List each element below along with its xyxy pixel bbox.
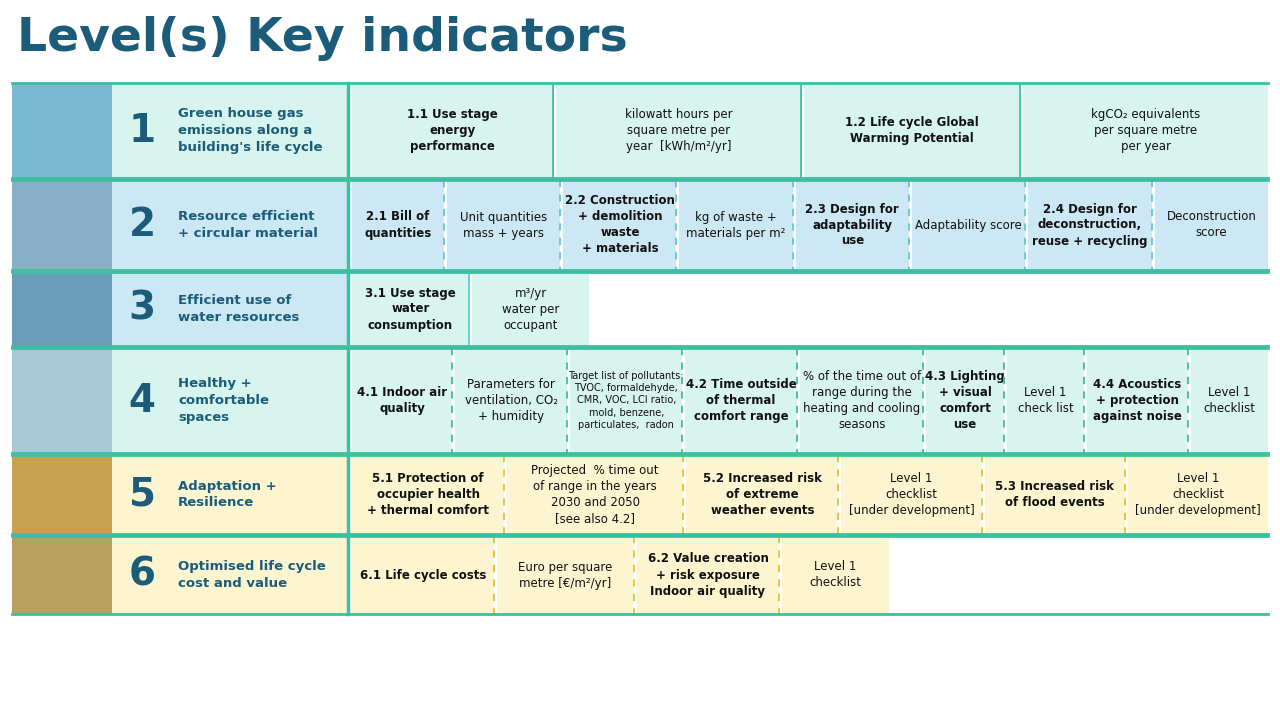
Bar [1023, 83, 1268, 178]
Bar [686, 455, 838, 534]
Text: 4.3 Lighting
+ visual
comfort
use: 4.3 Lighting + visual comfort use [925, 370, 1005, 431]
Text: 6: 6 [128, 556, 155, 594]
Bar [352, 536, 494, 614]
Bar [1028, 180, 1152, 270]
Bar [172, 455, 347, 534]
Text: 1: 1 [128, 112, 156, 150]
Text: Deconstruction
score: Deconstruction score [1166, 210, 1257, 240]
Bar [113, 536, 172, 614]
Bar [12, 272, 113, 346]
Bar [680, 180, 792, 270]
Bar [796, 180, 909, 270]
Bar [1155, 180, 1268, 270]
Text: Optimised life cycle
cost and value: Optimised life cycle cost and value [178, 560, 325, 590]
Bar [800, 348, 923, 453]
Bar [1128, 455, 1268, 534]
Bar [456, 348, 567, 453]
Bar [172, 180, 347, 270]
Bar [1190, 348, 1268, 453]
Text: Level 1
checklist
[under development]: Level 1 checklist [under development] [849, 472, 974, 517]
Bar [841, 455, 982, 534]
Text: Efficient use of
water resources: Efficient use of water resources [178, 294, 300, 324]
Bar [507, 455, 684, 534]
Bar [804, 83, 1020, 178]
Text: 2.1 Bill of
quantities: 2.1 Bill of quantities [365, 210, 431, 240]
Text: Level 1
check list: Level 1 check list [1018, 386, 1074, 415]
Text: Level(s) Key indicators: Level(s) Key indicators [17, 16, 627, 61]
Text: 4.1 Indoor air
quality: 4.1 Indoor air quality [357, 386, 447, 415]
Text: Healthy +
comfortable
spaces: Healthy + comfortable spaces [178, 377, 269, 423]
Text: 2.2 Construction
+ demolition
waste
+ materials: 2.2 Construction + demolition waste + ma… [564, 194, 675, 256]
Bar [12, 83, 113, 178]
Bar [12, 180, 113, 270]
Text: Parameters for
ventilation, CO₂
+ humidity: Parameters for ventilation, CO₂ + humidi… [465, 378, 558, 423]
Bar [352, 180, 444, 270]
Bar [113, 455, 172, 534]
Text: 2.3 Design for
adaptability
use: 2.3 Design for adaptability use [805, 202, 899, 248]
Bar [571, 348, 682, 453]
Text: Level 1
checklist: Level 1 checklist [809, 560, 861, 590]
Bar [1087, 348, 1188, 453]
Text: kg of waste +
materials per m²: kg of waste + materials per m² [686, 210, 786, 240]
Bar [172, 348, 347, 453]
Text: 1.2 Life cycle Global
Warming Potential: 1.2 Life cycle Global Warming Potential [845, 116, 979, 145]
Text: 2.4 Design for
deconstruction,
reuse + recycling: 2.4 Design for deconstruction, reuse + r… [1032, 202, 1148, 248]
Text: kgCO₂ equivalents
per square metre
per year: kgCO₂ equivalents per square metre per y… [1091, 108, 1201, 153]
Bar [113, 180, 172, 270]
Text: Euro per square
metre [€/m²/yr]: Euro per square metre [€/m²/yr] [518, 560, 613, 590]
Bar [911, 180, 1025, 270]
Bar [352, 272, 468, 346]
Text: m³/yr
water per
occupant: m³/yr water per occupant [502, 287, 559, 331]
Bar [352, 455, 504, 534]
Text: % of the time out of
range during the
heating and cooling
seasons: % of the time out of range during the he… [803, 370, 920, 431]
Text: 6.1 Life cycle costs: 6.1 Life cycle costs [360, 569, 486, 582]
Bar [1007, 348, 1084, 453]
Bar [497, 536, 634, 614]
Bar [447, 180, 561, 270]
Text: Green house gas
emissions along a
building's life cycle: Green house gas emissions along a buildi… [178, 107, 323, 153]
Text: 5.2 Increased risk
of extreme
weather events: 5.2 Increased risk of extreme weather ev… [703, 472, 822, 517]
Text: 3: 3 [128, 290, 156, 328]
Text: Level 1
checklist: Level 1 checklist [1203, 386, 1256, 415]
Text: 5: 5 [128, 475, 155, 513]
Text: Level 1
checklist
[under development]: Level 1 checklist [under development] [1135, 472, 1261, 517]
Text: 1.1 Use stage
energy
performance: 1.1 Use stage energy performance [407, 108, 498, 153]
Bar [12, 455, 113, 534]
Text: 4.4 Acoustics
+ protection
against noise: 4.4 Acoustics + protection against noise [1093, 378, 1181, 423]
Bar [563, 180, 676, 270]
Text: 5.1 Protection of
occupier health
+ thermal comfort: 5.1 Protection of occupier health + ther… [367, 472, 489, 517]
Bar [172, 83, 347, 178]
Bar [352, 348, 452, 453]
Text: 4: 4 [128, 382, 155, 420]
Bar [172, 536, 347, 614]
Text: 4.2 Time outside
of thermal
comfort range: 4.2 Time outside of thermal comfort rang… [686, 378, 796, 423]
Text: Target list of pollutants:
TVOC, formaldehyde,
CMR, VOC, LCI ratio,
mold, benzen: Target list of pollutants: TVOC, formald… [568, 371, 684, 431]
Text: kilowatt hours per
square metre per
year  [kWh/m²/yr]: kilowatt hours per square metre per year… [625, 108, 732, 153]
Text: Adaptation +
Resilience: Adaptation + Resilience [178, 480, 276, 509]
Bar [12, 536, 113, 614]
Text: Projected  % time out
of range in the years
2030 and 2050
[see also 4.2]: Projected % time out of range in the yea… [531, 464, 659, 525]
Bar [352, 83, 553, 178]
Bar [984, 455, 1125, 534]
Bar [637, 536, 780, 614]
Bar [172, 272, 347, 346]
Text: 3.1 Use stage
water
consumption: 3.1 Use stage water consumption [365, 287, 456, 331]
Text: Resource efficient
+ circular material: Resource efficient + circular material [178, 210, 317, 240]
Bar [113, 348, 172, 453]
Bar [927, 348, 1004, 453]
Bar [113, 83, 172, 178]
Bar [12, 348, 113, 453]
Bar [685, 348, 797, 453]
Bar [113, 272, 172, 346]
Text: Unit quantities
mass + years: Unit quantities mass + years [460, 210, 548, 240]
Text: 2: 2 [128, 206, 156, 244]
Bar [557, 83, 801, 178]
Text: 6.2 Value creation
+ risk exposure
Indoor air quality: 6.2 Value creation + risk exposure Indoo… [648, 552, 768, 598]
Bar [472, 272, 589, 346]
Text: Adaptability score: Adaptability score [915, 218, 1021, 232]
Text: 5.3 Increased risk
of flood events: 5.3 Increased risk of flood events [996, 480, 1114, 509]
Bar [782, 536, 890, 614]
